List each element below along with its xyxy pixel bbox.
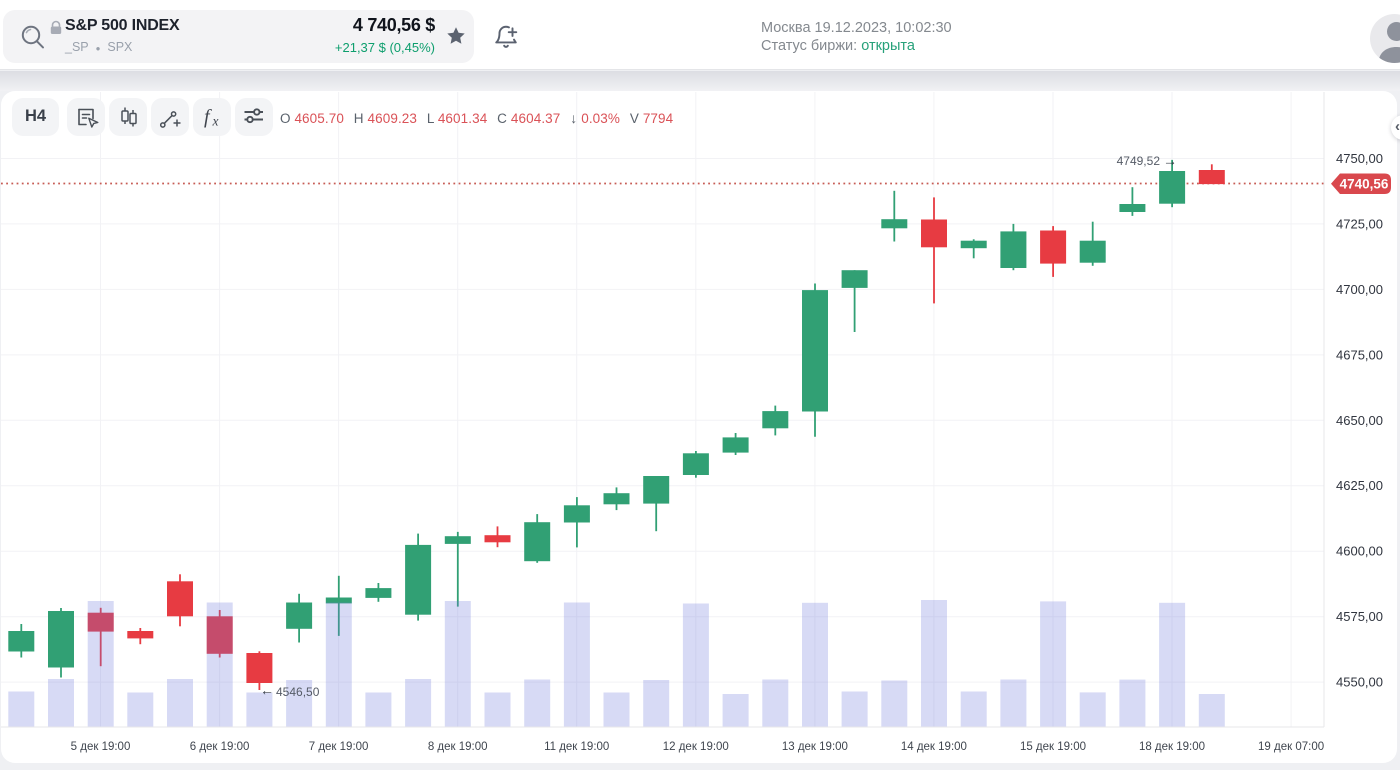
svg-text:6 дек 19:00: 6 дек 19:00	[190, 741, 250, 753]
svg-text:→: →	[1163, 153, 1177, 169]
svg-text:4650,00: 4650,00	[1336, 413, 1383, 428]
svg-text:12 дек 19:00: 12 дек 19:00	[663, 741, 729, 753]
svg-text:4546,50: 4546,50	[276, 685, 320, 699]
svg-text:7 дек 19:00: 7 дек 19:00	[309, 741, 369, 753]
svg-text:4675,00: 4675,00	[1336, 347, 1383, 362]
svg-text:4575,00: 4575,00	[1336, 609, 1383, 624]
svg-text:14 дек 19:00: 14 дек 19:00	[901, 741, 967, 753]
svg-text:11 дек 19:00: 11 дек 19:00	[544, 741, 609, 753]
svg-text:4550,00: 4550,00	[1336, 675, 1383, 690]
svg-text:4750,00: 4750,00	[1336, 151, 1383, 166]
svg-text:x: x	[212, 114, 219, 129]
svg-text:4725,00: 4725,00	[1336, 216, 1383, 231]
svg-text:4625,00: 4625,00	[1336, 478, 1383, 493]
svg-text:13 дек 19:00: 13 дек 19:00	[782, 741, 848, 753]
svg-text:15 дек 19:00: 15 дек 19:00	[1020, 741, 1086, 753]
svg-text:f: f	[204, 106, 212, 128]
svg-text:4700,00: 4700,00	[1336, 282, 1383, 297]
svg-text:5 дек 19:00: 5 дек 19:00	[71, 741, 131, 753]
svg-text:8 дек 19:00: 8 дек 19:00	[428, 741, 488, 753]
svg-text:19 дек 07:00: 19 дек 07:00	[1258, 741, 1324, 753]
svg-text:4740,56: 4740,56	[1340, 177, 1389, 192]
svg-text:18 дек 19:00: 18 дек 19:00	[1139, 741, 1205, 753]
svg-text:←: ←	[260, 682, 274, 698]
svg-text:4600,00: 4600,00	[1336, 544, 1383, 559]
svg-text:4749,52: 4749,52	[1117, 154, 1161, 168]
